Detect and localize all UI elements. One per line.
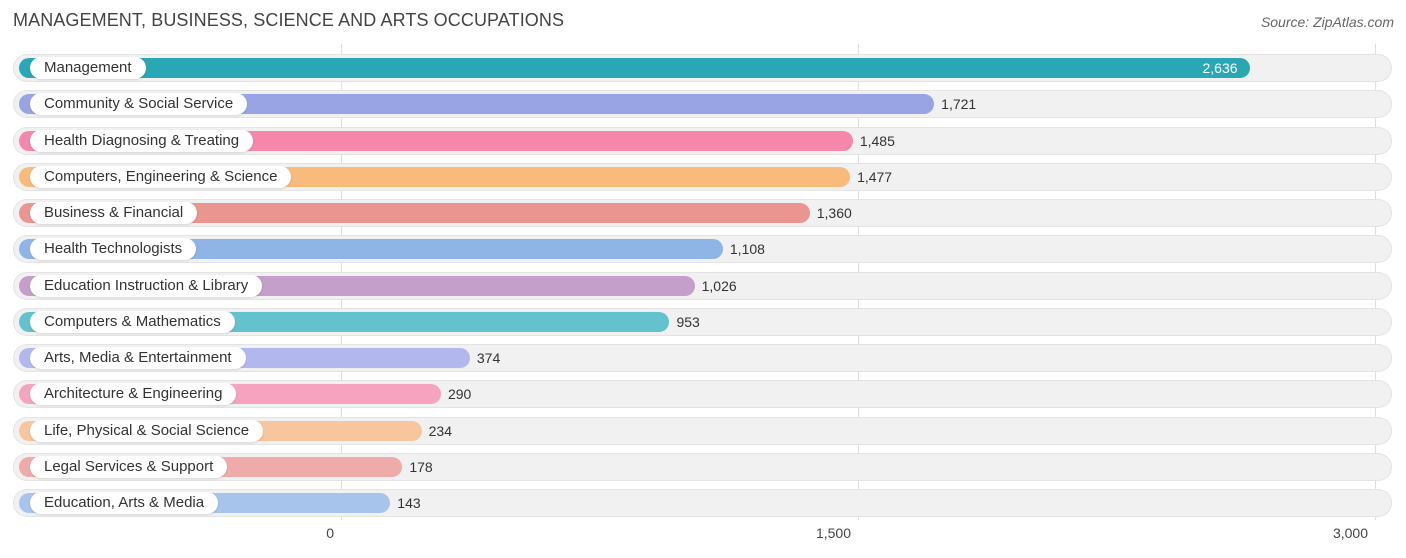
category-label: Education, Arts & Media: [30, 492, 219, 514]
value-label: 143: [397, 495, 421, 511]
bar[interactable]: [19, 94, 935, 115]
value-label: 178: [409, 458, 433, 475]
bar[interactable]: [19, 58, 1250, 78]
source-label: Source: ZipAtlas.com: [1260, 14, 1394, 30]
value-label: 953: [676, 313, 700, 330]
category-label: Management: [30, 57, 146, 79]
category-label: Architecture & Engineering: [30, 383, 237, 406]
value-label: 1,485: [859, 132, 895, 149]
x-tick-label: 1,500: [815, 525, 851, 541]
category-label: Legal Services & Support: [30, 455, 228, 478]
value-label: 290: [447, 386, 472, 403]
bar[interactable]: [19, 203, 810, 223]
value-label: 1,108: [729, 241, 765, 258]
category-label: Health Technologists: [30, 238, 197, 261]
value-label: 2,636: [1202, 60, 1238, 76]
chart-title: MANAGEMENT, BUSINESS, SCIENCE AND ARTS O…: [13, 10, 565, 30]
category-label: Life, Physical & Social Science: [30, 419, 264, 442]
x-tick-label: 3,000: [1332, 525, 1368, 541]
value-label: 1,026: [701, 277, 737, 294]
category-label: Community & Social Service: [30, 93, 248, 116]
category-label: Education Instruction & Library: [30, 274, 263, 297]
category-label: Business & Financial: [30, 202, 198, 224]
category-label: Computers & Mathematics: [30, 310, 235, 333]
category-label: Health Diagnosing & Treating: [30, 129, 254, 152]
category-label: Computers, Engineering & Science: [30, 165, 292, 188]
value-label: 1,721: [941, 96, 977, 113]
category-label: Arts, Media & Entertainment: [30, 347, 246, 369]
value-label: 374: [476, 350, 501, 366]
value-label: 1,360: [816, 205, 852, 221]
value-label: 1,477: [857, 168, 893, 185]
x-tick-label: 0: [326, 525, 334, 541]
value-label: 234: [428, 422, 452, 439]
